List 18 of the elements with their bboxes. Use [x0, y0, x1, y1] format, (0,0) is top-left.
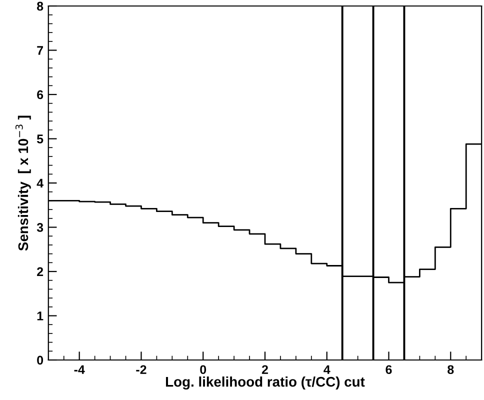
y-axis-title: Sensitivity [ x 10$^{−3}$ ]: [15, 116, 31, 251]
y-tick-label: 4: [36, 178, 44, 188]
x-tick-label: 6: [386, 365, 392, 374]
x-tick-label: 4: [324, 365, 330, 374]
x-tick-label: 8: [448, 365, 454, 374]
y-tick-label: 6: [37, 90, 44, 100]
x-tick-label: -4: [74, 365, 85, 374]
y-tick-label: 1: [37, 312, 44, 320]
x-tick-label: 2: [262, 365, 268, 374]
x-tick-label: 0: [200, 365, 206, 374]
y-tick-label: 3: [36, 223, 44, 232]
y-tick-label: 7: [37, 46, 43, 55]
x-tick-label: -2: [136, 365, 146, 374]
y-tick-label: 2: [37, 267, 44, 276]
y-tick-label: 5: [36, 134, 44, 144]
y-tick-label: 0: [37, 356, 44, 365]
y-tick-label: 8: [36, 2, 44, 11]
x-axis-title: Log. likelihood ratio (τ/CC) cut: [166, 376, 365, 390]
